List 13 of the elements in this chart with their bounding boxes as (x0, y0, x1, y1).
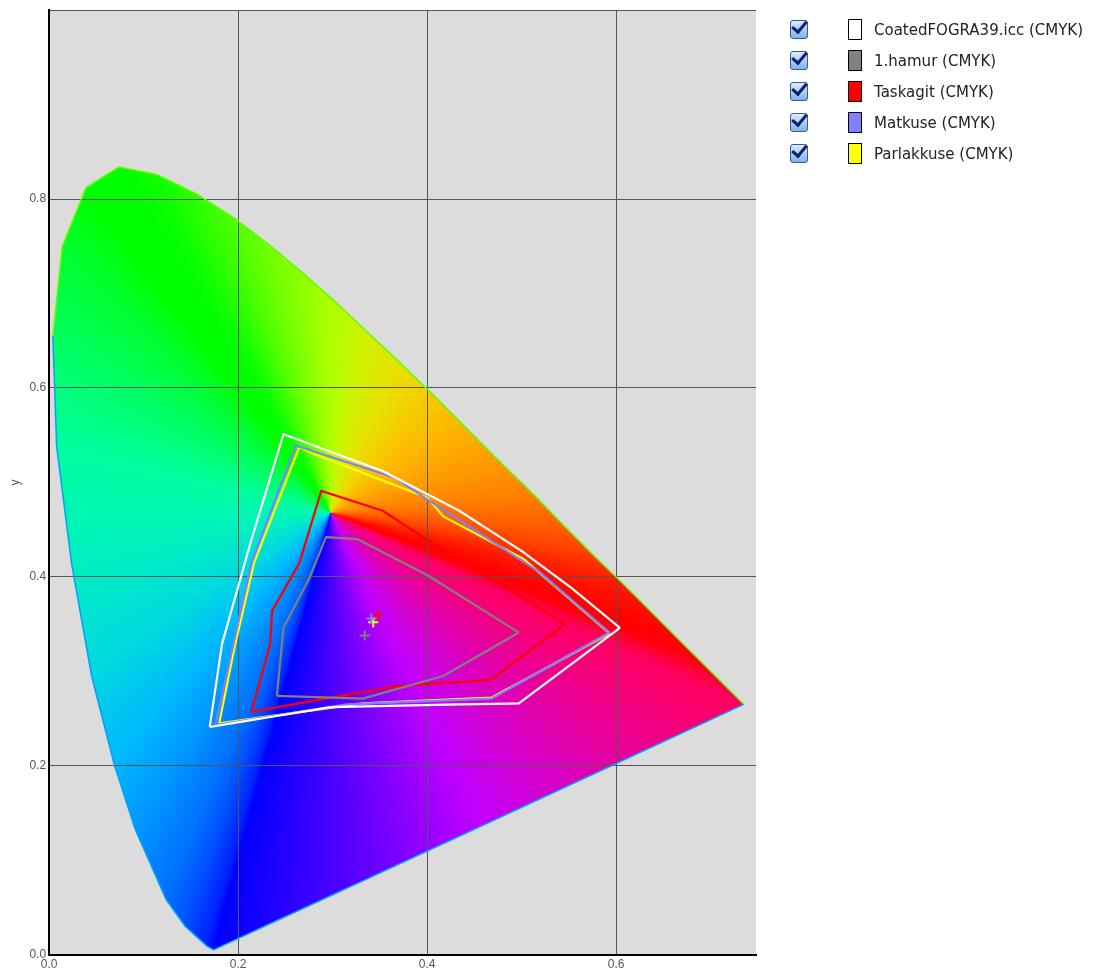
y-tick-label: 0.4 (29, 569, 47, 584)
legend-label: Matkuse (CMYK) (874, 113, 996, 132)
x-tick-label: 0.6 (607, 957, 625, 972)
legend-label: Taskagit (CMYK) (874, 82, 994, 101)
y-tick-label: 0.8 (29, 191, 47, 206)
y-tick-label: 0.2 (29, 758, 47, 773)
y-tick-label: 0.6 (29, 380, 47, 395)
x-tick-label: 0.2 (229, 957, 247, 972)
legend-label: 1.hamur (CMYK) (874, 51, 997, 70)
legend-label: CoatedFOGRA39.icc (CMYK) (874, 20, 1084, 39)
x-tick-label: 0.4 (418, 957, 436, 972)
legend-label: Parlakkuse (CMYK) (874, 144, 1014, 163)
y-axis-title: y (7, 479, 22, 486)
